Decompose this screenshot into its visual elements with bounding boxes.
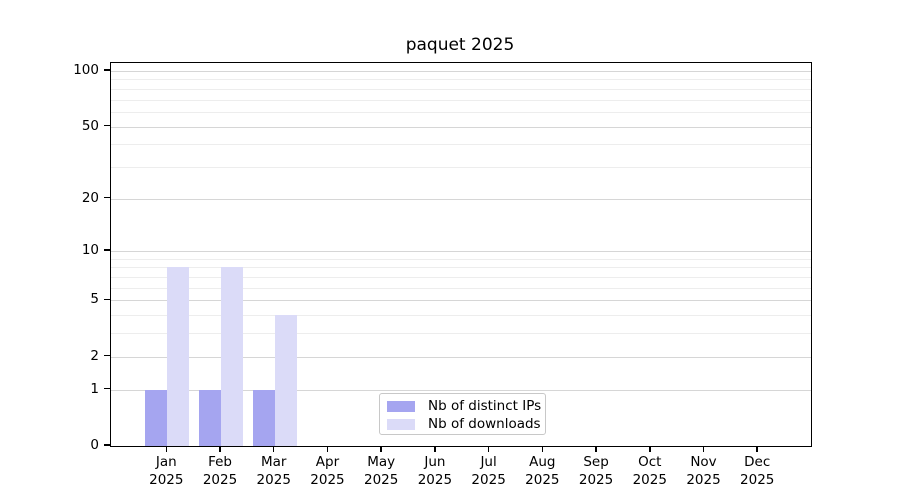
x-tick-label: Feb 2025 xyxy=(202,454,238,488)
x-tick-mark xyxy=(541,446,544,452)
y-tick-label: 10 xyxy=(81,242,99,259)
major-gridline xyxy=(111,251,811,253)
legend-swatch-distinct-ips xyxy=(387,400,415,412)
y-tick-mark xyxy=(104,249,110,251)
x-tick-mark xyxy=(165,446,168,452)
x-tick-mark xyxy=(326,446,329,452)
x-tick-mark xyxy=(487,446,490,452)
minor-gridline xyxy=(111,99,811,101)
x-tick-label: Aug 2025 xyxy=(525,454,560,488)
x-tick-label: Sep 2025 xyxy=(578,454,614,488)
y-tick-label: 2 xyxy=(90,347,99,364)
x-tick-label: Jun 2025 xyxy=(417,454,453,488)
x-tick-mark xyxy=(380,446,382,452)
x-tick-mark xyxy=(702,446,705,452)
major-gridline xyxy=(111,356,811,358)
y-tick-mark xyxy=(104,387,110,390)
x-tick-label: Dec 2025 xyxy=(740,454,775,488)
y-tick-label: 20 xyxy=(81,189,99,206)
y-tick-label: 0 xyxy=(90,437,99,453)
minor-gridline xyxy=(111,267,811,269)
y-tick-label: 100 xyxy=(73,62,99,78)
major-gridline xyxy=(111,126,811,128)
minor-gridline xyxy=(111,287,811,289)
minor-gridline xyxy=(111,166,811,168)
minor-gridline xyxy=(111,79,811,81)
minor-gridline xyxy=(111,277,811,279)
legend: Nb of distinct IPs Nb of downloads xyxy=(379,393,546,435)
x-tick-label: Jul 2025 xyxy=(471,454,506,488)
major-gridline xyxy=(111,71,811,72)
legend-item-distinct-ips: Nb of distinct IPs xyxy=(387,397,541,415)
x-tick-label: Nov 2025 xyxy=(686,454,721,488)
major-gridline xyxy=(111,300,811,302)
legend-swatch-downloads xyxy=(387,418,415,430)
x-tick-mark xyxy=(649,446,651,452)
x-tick-mark xyxy=(219,446,221,452)
major-gridline xyxy=(111,198,811,200)
chart-title: paquet 2025 xyxy=(405,35,515,55)
bar-distinct-ips-feb xyxy=(199,389,222,446)
x-tick-label: Oct 2025 xyxy=(632,454,667,488)
minor-gridline xyxy=(111,315,811,317)
legend-label-downloads: Nb of downloads xyxy=(428,416,541,432)
minor-gridline xyxy=(111,258,811,260)
minor-gridline xyxy=(111,111,811,113)
x-tick-mark xyxy=(434,446,436,452)
minor-gridline xyxy=(111,88,811,90)
minor-gridline xyxy=(111,333,811,335)
y-tick-mark xyxy=(104,444,110,446)
bar-downloads-feb xyxy=(221,267,244,446)
legend-label-distinct-ips: Nb of distinct IPs xyxy=(428,398,542,414)
major-gridline xyxy=(111,389,811,391)
x-tick-label: Jan 2025 xyxy=(149,454,184,488)
y-tick-mark xyxy=(104,354,110,357)
y-tick-mark xyxy=(104,124,110,127)
x-tick-label: Apr 2025 xyxy=(310,454,345,488)
x-tick-mark xyxy=(272,446,275,452)
y-tick-mark xyxy=(104,69,110,71)
legend-item-downloads: Nb of downloads xyxy=(387,415,541,433)
bar-distinct-ips-jan xyxy=(145,389,168,446)
y-tick-label: 50 xyxy=(81,117,99,134)
bar-downloads-jan xyxy=(167,267,190,446)
bar-distinct-ips-mar xyxy=(252,389,275,446)
minor-gridline xyxy=(111,144,811,146)
bar-downloads-mar xyxy=(274,315,297,446)
plot-area xyxy=(110,62,812,447)
y-tick-mark xyxy=(104,196,110,199)
y-tick-label: 1 xyxy=(90,380,99,397)
x-tick-label: May 2025 xyxy=(363,454,399,488)
x-tick-mark xyxy=(595,446,597,452)
y-tick-label: 5 xyxy=(90,291,99,308)
x-tick-label: Mar 2025 xyxy=(256,454,291,488)
x-tick-mark xyxy=(756,446,758,452)
y-tick-mark xyxy=(104,298,110,301)
